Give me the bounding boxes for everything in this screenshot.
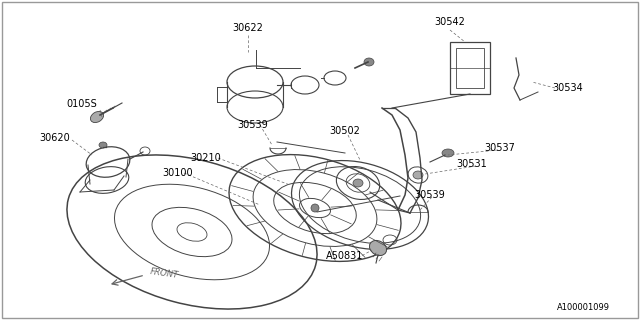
- Text: 30502: 30502: [330, 126, 360, 136]
- Text: 30534: 30534: [552, 83, 584, 93]
- Ellipse shape: [90, 111, 104, 123]
- Text: 30620: 30620: [40, 133, 70, 143]
- Ellipse shape: [413, 171, 423, 179]
- Text: 30539: 30539: [415, 190, 445, 200]
- Text: 0105S: 0105S: [67, 99, 97, 109]
- Text: 30542: 30542: [435, 17, 465, 27]
- Text: 30531: 30531: [456, 159, 488, 169]
- Text: FRONT: FRONT: [150, 268, 180, 280]
- Ellipse shape: [311, 204, 319, 212]
- Text: A100001099: A100001099: [557, 303, 609, 313]
- Text: A50831: A50831: [326, 251, 364, 261]
- Text: 30537: 30537: [484, 143, 515, 153]
- Text: 30210: 30210: [191, 153, 221, 163]
- Ellipse shape: [369, 240, 387, 256]
- Ellipse shape: [442, 149, 454, 157]
- Text: 30622: 30622: [232, 23, 264, 33]
- Ellipse shape: [364, 58, 374, 66]
- Ellipse shape: [353, 179, 363, 187]
- Text: 30539: 30539: [237, 120, 268, 130]
- Text: 30100: 30100: [163, 168, 193, 178]
- Ellipse shape: [99, 142, 107, 148]
- Bar: [456, 48, 484, 88]
- Bar: [450, 42, 490, 94]
